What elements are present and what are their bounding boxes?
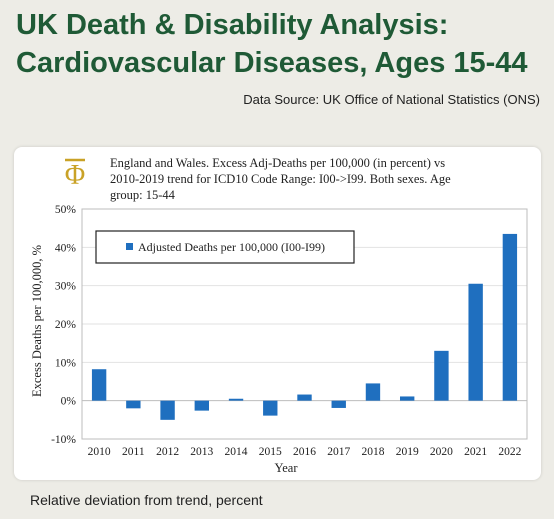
y-tick-label: 50%: [55, 204, 77, 216]
x-tick-label-2021: 2021: [464, 446, 487, 458]
bars: [91, 233, 518, 420]
y-tick-labels: -10% 0% 10% 20% 30% 40% 50%: [51, 204, 76, 446]
y-axis-label: Excess Deaths per 100,000, %: [30, 245, 44, 397]
plot-frame: [81, 208, 528, 440]
bar-2016: [297, 394, 312, 401]
y-tick-label: -10%: [51, 434, 76, 446]
chart-card: Φ England and Wales. Excess Adj-Deaths p…: [14, 147, 541, 480]
x-tick-label-2017: 2017: [327, 446, 350, 458]
y-tick-label: 0%: [61, 396, 77, 408]
page-title: UK Death & Disability Analysis: Cardiova…: [16, 6, 546, 82]
y-tick-label: 20%: [55, 319, 77, 331]
x-tick-labels: 2010 2011 2012 2013 2014 2015 2016 2017 2018 2019…: [88, 446, 522, 458]
y-tick-label: 30%: [55, 281, 77, 293]
bar-2017: [331, 400, 346, 408]
x-tick-label-2018: 2018: [361, 446, 384, 458]
chart-title-line-2: 2010-2019 trend for ICD10 Code Range: I0…: [110, 172, 451, 186]
y-tick-label: 10%: [55, 357, 77, 369]
title-line-1: UK Death & Disability Analysis:: [16, 9, 449, 41]
x-tick-label-2013: 2013: [190, 446, 213, 458]
x-tick-label-2016: 2016: [293, 446, 316, 458]
legend-swatch: [126, 243, 133, 250]
bar-2012: [160, 400, 175, 420]
data-source-text: Data Source: UK Office of National Stati…: [243, 92, 540, 107]
x-axis-label: Year: [274, 461, 298, 475]
bar-2022: [502, 233, 518, 401]
bar-2015: [263, 400, 278, 416]
bar-2013: [194, 400, 209, 411]
x-tick-label-2014: 2014: [225, 446, 248, 458]
x-tick-label-2010: 2010: [88, 446, 111, 458]
bar-2020: [434, 350, 449, 401]
bar-2019: [400, 396, 415, 401]
bar-2011: [126, 400, 141, 409]
phi-logo-icon: Φ: [65, 158, 85, 191]
x-tick-label-2022: 2022: [498, 446, 521, 458]
x-tick-label-2012: 2012: [156, 446, 179, 458]
bar-2021: [468, 283, 483, 401]
footer-caption: Relative deviation from trend, percent: [30, 492, 263, 508]
legend: Adjusted Deaths per 100,000 (I00-I99): [95, 230, 355, 264]
x-tick-label-2011: 2011: [122, 446, 145, 458]
y-tick-label: 40%: [55, 242, 77, 254]
svg-text:Φ: Φ: [65, 160, 85, 191]
bar-2010: [91, 369, 107, 401]
title-line-2: Cardiovascular Diseases, Ages 15-44: [16, 47, 528, 79]
chart-title-line-3: group: 15-44: [110, 188, 176, 202]
bar-2018: [365, 383, 381, 401]
chart-title-line-1: England and Wales. Excess Adj-Deaths per…: [110, 156, 445, 170]
x-tick-label-2019: 2019: [396, 446, 419, 458]
bar-2014: [228, 398, 244, 401]
legend-label: Adjusted Deaths per 100,000 (I00-I99): [138, 240, 325, 254]
bar-chart: Φ England and Wales. Excess Adj-Deaths p…: [30, 156, 528, 475]
x-tick-label-2015: 2015: [259, 446, 282, 458]
x-tick-label-2020: 2020: [430, 446, 453, 458]
